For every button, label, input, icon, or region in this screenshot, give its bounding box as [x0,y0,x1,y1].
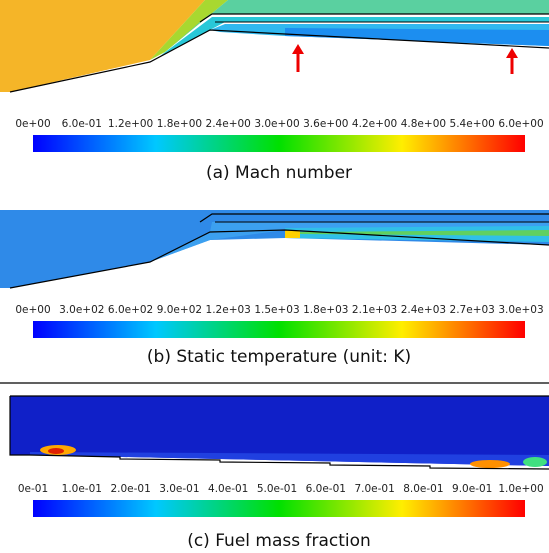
colorbar-tick-label: 0e-01 [18,483,48,495]
colorbar-tick-label: 3.6e+00 [303,118,348,130]
colorbar-tick-label: 1.8e+00 [157,118,202,130]
colorbar-tick-label: 9.0e-01 [452,483,492,495]
colorbar-tick-label: 1.2e+00 [108,118,153,130]
colorbar-tick-label: 2.0e-01 [110,483,150,495]
colorbar [33,500,525,517]
colorbar-tick-label: 4.2e+00 [352,118,397,130]
colorbar-tick-label: 1.2e+03 [206,304,251,316]
caption: (a) Mach number [206,163,352,183]
colorbar [33,135,525,152]
colorbar-tick-label: 9.0e+02 [157,304,202,316]
colorbar-tick-label: 0e+00 [15,304,50,316]
colorbar-tick-label: 1.5e+03 [254,304,299,316]
colorbar-tick-label: 6.0e-01 [306,483,346,495]
colorbar-tick-label: 6.0e+02 [108,304,153,316]
colorbar-tick-label: 1.8e+03 [303,304,348,316]
colorbar-tick-label: 7.0e-01 [354,483,394,495]
colorbar-tick-label: 4.0e-01 [208,483,248,495]
colorbar-tick-label: 3.0e+02 [59,304,104,316]
labels: 0e+00 6.0e-01 1.2e+00 1.8e+00 2.4e+00 3.0e+00… [15,118,543,551]
colorbar-tick-label: 2.4e+00 [206,118,251,130]
colorbar-tick-label: 8.0e-01 [403,483,443,495]
colorbar-tick-label: 2.4e+03 [401,304,446,316]
colorbar [33,321,525,338]
colorbar-tick-label: 3.0e+00 [254,118,299,130]
fuel-contour [0,382,549,470]
colorbar-tick-label: 6.0e-01 [62,118,102,130]
colorbar-tick-label: 0e+00 [15,118,50,130]
colorbar-tick-label: 5.4e+00 [450,118,495,130]
colorbar-tick-label: 1.0e+00 [498,483,543,495]
mach-contour [0,0,549,93]
colorbar-tick-label: 3.0e-01 [159,483,199,495]
temperature-contour [0,210,549,289]
colorbar-tick-label: 1.0e-01 [62,483,102,495]
colorbar-tick-label: 4.8e+00 [401,118,446,130]
colorbar-tick-label: 2.1e+03 [352,304,397,316]
colorbar-tick-label: 3.0e+03 [498,304,543,316]
colorbar-tick-label: 6.0e+00 [498,118,543,130]
colorbar-tick-label: 2.7e+03 [450,304,495,316]
caption: (c) Fuel mass fraction [187,531,371,551]
caption: (b) Static temperature (unit: K) [147,347,411,367]
colorbar-tick-label: 5.0e-01 [257,483,297,495]
